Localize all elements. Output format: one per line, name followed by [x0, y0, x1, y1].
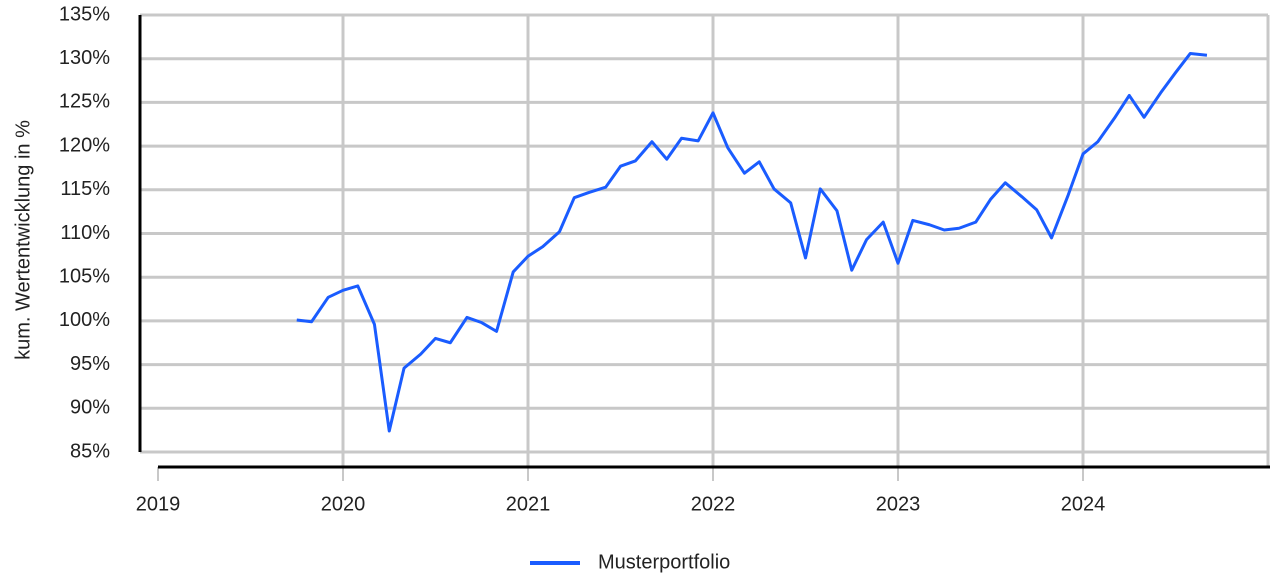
y-tick-label: 90% [70, 397, 110, 419]
y-tick-label: 110% [60, 222, 110, 244]
y-tick-label: 95% [70, 353, 110, 375]
x-tick-label: 2020 [321, 493, 366, 515]
y-tick-label: 85% [70, 440, 110, 462]
y-tick-label: 100% [59, 309, 110, 331]
y-tick-label: 135% [59, 3, 110, 25]
x-tick-label: 2024 [1061, 493, 1106, 515]
y-tick-label: 120% [59, 134, 110, 156]
y-tick-label: 130% [59, 47, 110, 69]
x-tick-label: 2023 [876, 493, 921, 515]
data-line [296, 51, 1208, 433]
x-tick-label: 2021 [506, 493, 551, 515]
y-axis-label: kum. Wertentwicklung in % [12, 120, 34, 360]
legend-label: Musterportfolio [598, 551, 730, 573]
y-tick-label: 105% [59, 265, 110, 287]
y-tick-label: 115% [60, 178, 110, 200]
x-tick-label: 2022 [691, 493, 736, 515]
x-tick-label: 2019 [136, 493, 181, 515]
y-tick-label: 125% [59, 91, 110, 113]
